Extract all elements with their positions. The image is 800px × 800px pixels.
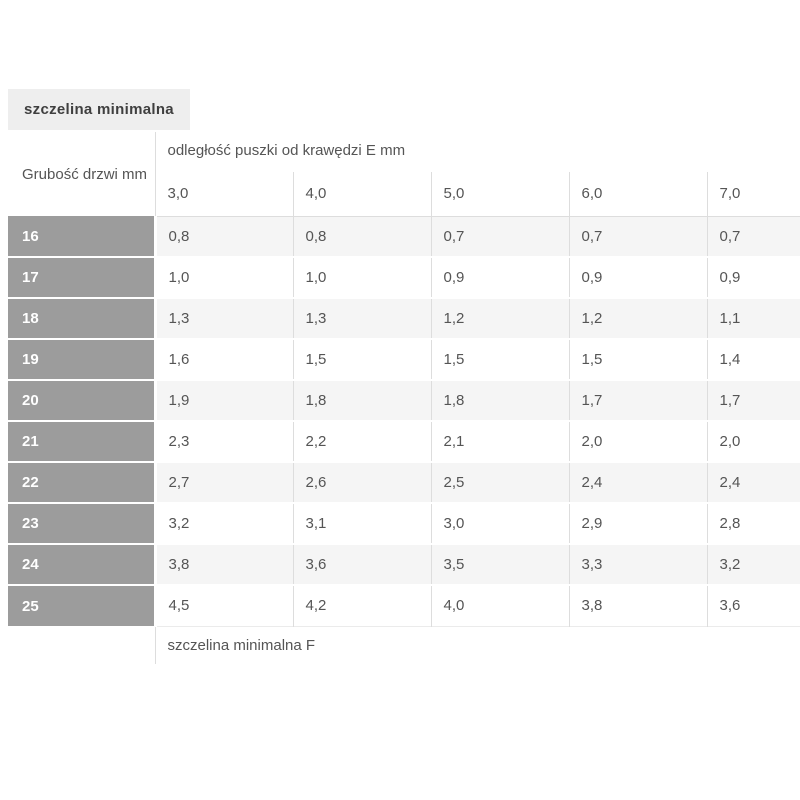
column-header: 6,0 <box>568 172 707 217</box>
cell: 3,8 <box>568 585 707 626</box>
row-label: 17 <box>8 257 157 299</box>
table-row: 16 0,8 0,8 0,7 0,7 0,7 <box>8 216 800 258</box>
cell: 2,7 <box>155 462 293 504</box>
column-header: 7,0 <box>706 172 800 217</box>
table-row: 19 1,6 1,5 1,5 1,5 1,4 <box>8 339 800 381</box>
table-row: 25 4,5 4,2 4,0 3,8 3,6 <box>8 585 800 626</box>
tab-szczelina-minimalna[interactable]: szczelina minimalna <box>8 89 190 130</box>
cell: 0,7 <box>568 216 707 258</box>
cell: 2,0 <box>568 421 707 463</box>
table-row: 18 1,3 1,3 1,2 1,2 1,1 <box>8 298 800 340</box>
cell: 1,7 <box>568 380 707 422</box>
row-label: 19 <box>8 339 157 381</box>
cell: 3,8 <box>155 544 293 586</box>
cell: 1,2 <box>430 298 569 340</box>
cell: 2,6 <box>292 462 431 504</box>
cell: 1,8 <box>430 380 569 422</box>
cell: 3,6 <box>292 544 431 586</box>
cell: 3,0 <box>430 503 569 545</box>
row-label: 20 <box>8 380 157 422</box>
cell: 3,1 <box>292 503 431 545</box>
cell: 0,9 <box>568 257 707 299</box>
cell: 1,4 <box>706 339 800 381</box>
row-label: 22 <box>8 462 157 504</box>
group-header-row: Grubość drzwi mm odległość puszki od kra… <box>8 132 800 216</box>
cell: 0,7 <box>706 216 800 258</box>
table-row: 17 1,0 1,0 0,9 0,9 0,9 <box>8 257 800 299</box>
table-row: 21 2,3 2,2 2,1 2,0 2,0 <box>8 421 800 463</box>
table-footnote: szczelina minimalna F <box>155 625 800 664</box>
table-body: 16 0,8 0,8 0,7 0,7 0,7 17 1,0 1,0 0,9 0,9 0,9 18 1,3 1… <box>8 216 800 626</box>
cell: 2,4 <box>706 462 800 504</box>
cell: 2,0 <box>706 421 800 463</box>
table-row: 20 1,9 1,8 1,8 1,7 1,7 <box>8 380 800 422</box>
cell: 1,5 <box>292 339 431 381</box>
cell: 0,9 <box>706 257 800 299</box>
row-label: 23 <box>8 503 157 545</box>
table-row: 24 3,8 3,6 3,5 3,3 3,2 <box>8 544 800 586</box>
cell: 2,1 <box>430 421 569 463</box>
row-label: 25 <box>8 585 157 626</box>
cell: 0,8 <box>292 216 431 258</box>
column-header: 3,0 <box>154 172 293 217</box>
cell: 3,5 <box>430 544 569 586</box>
table-row: 23 3,2 3,1 3,0 2,9 2,8 <box>8 503 800 545</box>
table-header: Grubość drzwi mm odległość puszki od kra… <box>8 132 800 217</box>
cell: 3,2 <box>706 544 800 586</box>
cell: 4,5 <box>155 585 293 626</box>
cell: 4,0 <box>430 585 569 626</box>
cell: 1,6 <box>155 339 293 381</box>
row-label: 18 <box>8 298 157 340</box>
cell: 2,5 <box>430 462 569 504</box>
cell: 0,9 <box>430 257 569 299</box>
cell: 0,8 <box>155 216 293 258</box>
cell: 0,7 <box>430 216 569 258</box>
footer-row: szczelina minimalna F <box>8 625 800 664</box>
column-header: 5,0 <box>430 172 569 217</box>
cell: 1,0 <box>155 257 293 299</box>
cell: 1,8 <box>292 380 431 422</box>
cell: 2,8 <box>706 503 800 545</box>
cell: 1,9 <box>155 380 293 422</box>
cell: 3,2 <box>155 503 293 545</box>
column-group-title: odległość puszki od krawędzi E mm <box>167 141 406 159</box>
column-header-row: 3,0 4,0 5,0 6,0 7,0 <box>8 172 800 217</box>
cell: 1,1 <box>706 298 800 340</box>
cell: 2,2 <box>292 421 431 463</box>
cell: 2,4 <box>568 462 707 504</box>
row-label: 24 <box>8 544 157 586</box>
table-row: 22 2,7 2,6 2,5 2,4 2,4 <box>8 462 800 504</box>
footer-spacer <box>8 626 156 664</box>
cell: 3,6 <box>706 585 800 626</box>
cell: 1,7 <box>706 380 800 422</box>
gap-table: Grubość drzwi mm odległość puszki od kra… <box>8 132 800 664</box>
cell: 1,5 <box>568 339 707 381</box>
row-header-title: Grubość drzwi mm <box>8 132 156 216</box>
row-label: 16 <box>8 216 157 258</box>
cell: 1,0 <box>292 257 431 299</box>
cell: 1,5 <box>430 339 569 381</box>
row-label: 21 <box>8 421 157 463</box>
column-header: 4,0 <box>292 172 431 217</box>
cell: 2,3 <box>155 421 293 463</box>
cell: 1,3 <box>155 298 293 340</box>
cell: 1,2 <box>568 298 707 340</box>
cell: 2,9 <box>568 503 707 545</box>
table-footer: szczelina minimalna F <box>8 625 800 664</box>
cell: 3,3 <box>568 544 707 586</box>
cell: 1,3 <box>292 298 431 340</box>
cell: 4,2 <box>292 585 431 626</box>
